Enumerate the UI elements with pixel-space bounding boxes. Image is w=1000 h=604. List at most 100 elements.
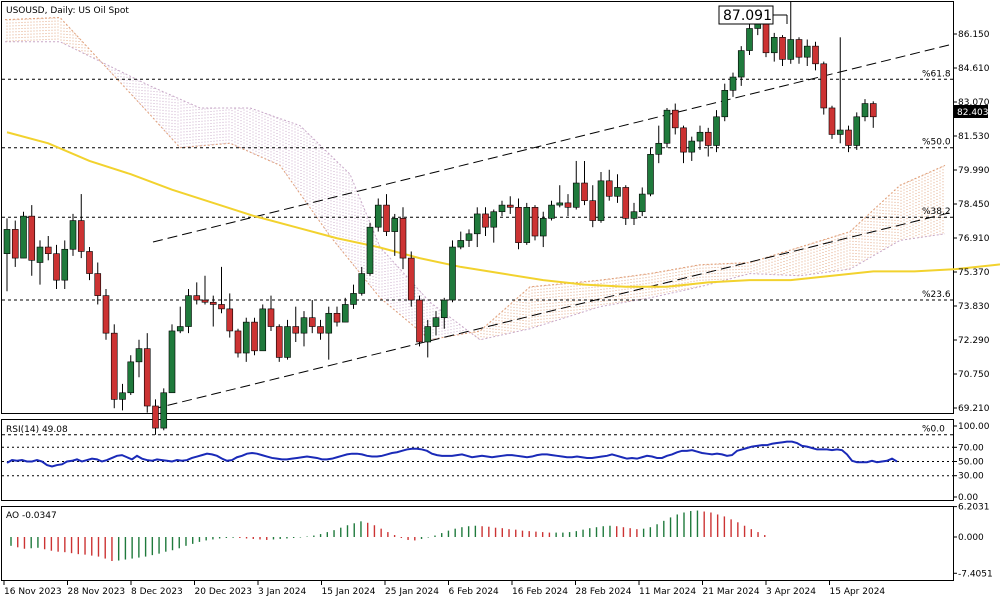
candle-body-bull [424, 326, 432, 343]
candle [374, 198, 382, 232]
candle-body-bull [754, 23, 762, 29]
candle-body-bear [44, 246, 52, 254]
ao-panel [1, 506, 954, 581]
candle [407, 251, 415, 307]
candle-body-bull [787, 39, 795, 60]
candle-body-bull [457, 240, 465, 248]
candle [399, 207, 407, 270]
candle-body-bear [399, 218, 407, 259]
candle [531, 205, 539, 241]
candle-body-bear [820, 63, 828, 109]
time-tick-label: 16 Nov 2023 [4, 587, 62, 597]
candle-body-bull [440, 299, 448, 319]
candle-body-bear [515, 207, 522, 243]
rsi-tick-label: 0.00 [958, 493, 978, 503]
candle [308, 300, 316, 334]
candle [770, 32, 778, 62]
candle-body-bull [432, 317, 440, 327]
time-tick-label: 8 Dec 2023 [131, 587, 183, 597]
candle-body-bear [680, 127, 687, 153]
candle-body-bull [556, 202, 564, 206]
candle [490, 209, 498, 243]
candle-body-bull [61, 248, 69, 281]
candle [449, 240, 456, 303]
candle-body-bear [193, 295, 201, 301]
candle [176, 306, 184, 334]
candle-body-bear [589, 200, 597, 221]
candle-body-bear [845, 129, 852, 146]
candle [605, 169, 613, 201]
cloud-span-b [5, 41, 946, 341]
candle-body-bear [333, 312, 341, 323]
candle [564, 194, 572, 217]
price-tick-label: 81.530 [958, 132, 990, 142]
candle-body-bull [135, 348, 143, 363]
candle-body-bull [861, 103, 869, 118]
candle-body-bull [160, 392, 168, 429]
candle-body-bull [325, 312, 333, 334]
candle [696, 125, 704, 150]
candle-body-bull [663, 109, 671, 144]
candle [861, 99, 869, 122]
candle [242, 317, 250, 362]
candle [86, 247, 93, 281]
candle-body-bull [185, 295, 192, 327]
candle [597, 171, 605, 223]
candle [201, 275, 209, 305]
candle-body-bear [869, 103, 877, 118]
candle-body-bear [201, 299, 209, 303]
fib-level-label: %38.2 [922, 207, 951, 217]
candle-body-bull [614, 187, 621, 197]
fib-level-label: %61.8 [922, 69, 951, 79]
candle [77, 194, 85, 259]
candle-body-bull [498, 204, 506, 213]
candle-body-bear [152, 405, 159, 429]
candle [251, 317, 258, 356]
candle [143, 333, 151, 413]
candle-body-bull [36, 246, 44, 263]
current-price-value: 82.403 [957, 108, 989, 118]
fib-level-label: %0.0 [922, 425, 945, 435]
candle-body-bull [713, 116, 720, 146]
time-tick-label: 25 Jan 2024 [385, 587, 439, 597]
candle-body-bull [548, 204, 555, 219]
channel-upper-line [152, 43, 954, 243]
channel-lower-line [152, 211, 954, 410]
candle [28, 205, 36, 276]
candle [275, 324, 283, 362]
candle [366, 222, 374, 276]
candle-body-bear [779, 37, 786, 60]
candle [506, 196, 514, 214]
cloud-span-a [4, 16, 946, 341]
candle-body-bear [110, 332, 118, 400]
candle [473, 207, 481, 248]
candle-body-bear [564, 202, 572, 208]
candle-body-bear [622, 187, 630, 219]
time-tick-label: 3 Jan 2024 [258, 587, 306, 597]
rsi-series: 100.00 70.00 50.00 30.00 0.00 [2, 422, 990, 503]
candle [762, 19, 770, 58]
rsi-panel [1, 419, 954, 501]
candle [292, 306, 300, 342]
time-tick-label: 20 Dec 2023 [195, 587, 253, 597]
candle-body-bull [523, 207, 531, 243]
candle [548, 200, 555, 221]
candle-body-bear [605, 180, 613, 197]
candle [803, 39, 811, 67]
ao-histogram: 6.2031 0.000 -7.4051 [10, 503, 993, 579]
candle-body-bear [812, 45, 819, 65]
candle-body-bear [407, 257, 415, 301]
candle-body-bull [341, 304, 349, 323]
candle-body-bear [762, 23, 770, 54]
candle [127, 355, 135, 395]
candle [325, 306, 333, 360]
time-tick-label: 16 Feb 2024 [512, 587, 568, 597]
candle-body-bull [391, 218, 399, 232]
candle-body-bull [300, 317, 308, 334]
candle-body-bear [275, 326, 283, 358]
candle [110, 324, 118, 409]
candle [869, 101, 877, 128]
candle-body-bear [209, 301, 217, 305]
rsi-tick-label: 70.00 [958, 443, 984, 453]
candle-body-bear [416, 299, 423, 343]
